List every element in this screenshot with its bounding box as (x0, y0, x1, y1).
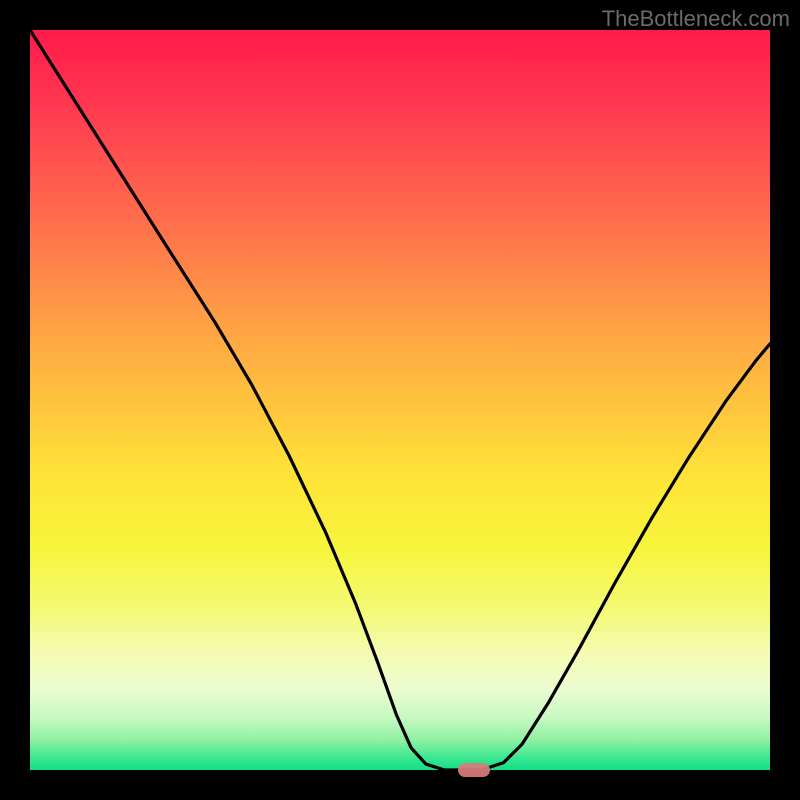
watermark-text: TheBottleneck.com (602, 6, 790, 32)
chart-svg (0, 0, 800, 800)
plot-background (30, 30, 770, 770)
bottleneck-chart: TheBottleneck.com (0, 0, 800, 800)
optimal-marker (458, 763, 490, 777)
